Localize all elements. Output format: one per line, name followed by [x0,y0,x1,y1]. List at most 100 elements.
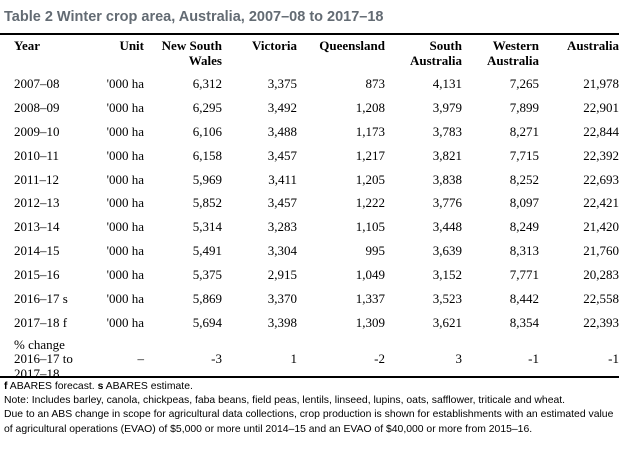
table-cell: 7,771 [509,267,539,283]
table-cell: 1,049 [355,267,385,283]
note-abs-scope: Due to an ABS change in scope for agricu… [4,409,614,435]
table-cell: 2010–11 [14,147,60,163]
table-cell: 3,152 [432,267,462,283]
table-cell: '000 ha [106,267,144,283]
table-cell: 6,158 [192,147,222,163]
table-cell: 3,457 [267,147,297,163]
table-cell: 22,421 [583,195,619,211]
table-cell: 5,314 [192,219,222,235]
table-cell: 1,309 [355,314,385,330]
table-cell: 3,523 [432,290,462,306]
table-cell: 8,354 [509,314,539,330]
legend-line: f ABARES forecast. s ABARES estimate. [4,380,616,394]
forecast-marker: f [4,381,8,392]
table-cell: 5,969 [192,171,222,187]
table-cell: 3,621 [432,314,462,330]
bottom-rule [0,376,619,378]
table-cell: 1,337 [355,290,385,306]
table-cell: 8,097 [509,195,539,211]
table-cell: '000 ha [106,147,144,163]
table-cell: 873 [365,75,386,91]
table-cell: 3,411 [268,171,297,187]
table-cell: 3,457 [267,195,297,211]
table-cell: 6,312 [192,75,222,91]
table-cell: 1 [290,351,298,367]
table-cell: 8,271 [509,123,539,139]
table-cell: – [137,351,145,367]
column-header: Australia [567,38,619,53]
table-cell: '000 ha [106,290,144,306]
table-cell: 2015–16 [14,267,60,283]
table-row: 2015–16 '000 ha 5,375 2,915 1,049 3,152 7,771 2… [0,263,619,287]
table-cell: 3,448 [432,219,462,235]
table-cell: 3,492 [267,99,297,115]
table-row: 2011–12 '000 ha 5,969 3,411 1,205 3,838 8,252 2… [0,168,619,192]
table-cell: 2016–17 s [14,290,68,306]
table-cell: 6,106 [192,123,222,139]
table-cell: 8,249 [509,219,539,235]
table-cell: 5,852 [192,195,222,211]
table-cell: 22,693 [583,171,619,187]
table-cell: 2009–10 [14,123,60,139]
table-cell: 7,899 [509,99,539,115]
column-header: Unit [119,38,144,53]
table-cell: 3,783 [432,123,462,139]
column-header: New South Wales [161,38,222,68]
table-cell: 5,491 [192,243,222,259]
table-row: 2007–08 '000 ha 6,312 3,375 873 4,131 7,265 21,… [0,72,619,96]
forecast-text: ABARES forecast. [7,381,98,392]
table-cell: 1,105 [355,219,385,235]
table-row: 2013–14 '000 ha 5,314 3,283 1,105 3,448 8,249 2… [0,215,619,239]
table-cell: 8,252 [509,171,539,187]
estimate-text: ABARES estimate. [103,381,193,392]
table-cell: 21,420 [583,219,619,235]
column-header: Victoria [252,38,297,53]
table-cell: 2,915 [267,267,297,283]
table-row: 2008–09 '000 ha 6,295 3,492 1,208 3,979 7,899 2… [0,96,619,120]
table-cell: 3,639 [432,243,462,259]
table-cell: -1 [608,351,619,367]
table-cell: 20,283 [583,267,619,283]
table-cell: 3 [455,351,463,367]
table-cell: 3,488 [267,123,297,139]
table-cell: '000 ha [106,171,144,187]
table-cell: 22,558 [583,290,619,306]
table-row: 2017–18 f '000 ha 5,694 3,398 1,309 3,621 8,35… [0,311,619,335]
table-cell: '000 ha [106,123,144,139]
header-row: Year Unit New South Wales Victoria Queen… [0,38,619,72]
table-cell: 2017–18 f [14,314,68,330]
table-cell: 3,821 [432,147,462,163]
table-cell: '000 ha [106,243,144,259]
table-cell: 22,393 [583,314,619,330]
table-cell: 22,901 [583,99,619,115]
table-cell: 3,776 [432,195,462,211]
table-cell: 6,295 [192,99,222,115]
table-cell: 1,205 [355,171,385,187]
table-cell: 5,869 [192,290,222,306]
table-cell: 4,131 [432,75,462,91]
table-cell: -2 [374,351,385,367]
table-cell: 8,313 [509,243,539,259]
table-cell: 2011–12 [14,171,60,187]
table-cell: -3 [211,351,222,367]
table-cell: 995 [365,243,386,259]
table-cell: 3,398 [267,314,297,330]
table-cell: 2013–14 [14,219,60,235]
table-cell: 22,392 [583,147,619,163]
table-notes: f ABARES forecast. s ABARES estimate. No… [4,380,616,437]
table-cell: 3,370 [267,290,297,306]
table-cell: 21,978 [583,75,619,91]
table-row: 2016–17 s '000 ha 5,869 3,370 1,337 3,523 8,44… [0,287,619,311]
table-cell: '000 ha [106,195,144,211]
estimate-marker: s [97,381,104,392]
note-crops: Note: Includes barley, canola, chickpeas… [4,395,566,407]
column-header: Queensland [319,38,385,53]
table-cell: 2012–13 [14,195,60,211]
table-cell: '000 ha [106,314,144,330]
table-cell: '000 ha [106,75,144,91]
table-cell: 3,375 [267,75,297,91]
table-row: 2012–13 '000 ha 5,852 3,457 1,222 3,776 8,097 2… [0,191,619,215]
table-cell: 3,979 [432,99,462,115]
table-cell: 3,838 [432,171,462,187]
